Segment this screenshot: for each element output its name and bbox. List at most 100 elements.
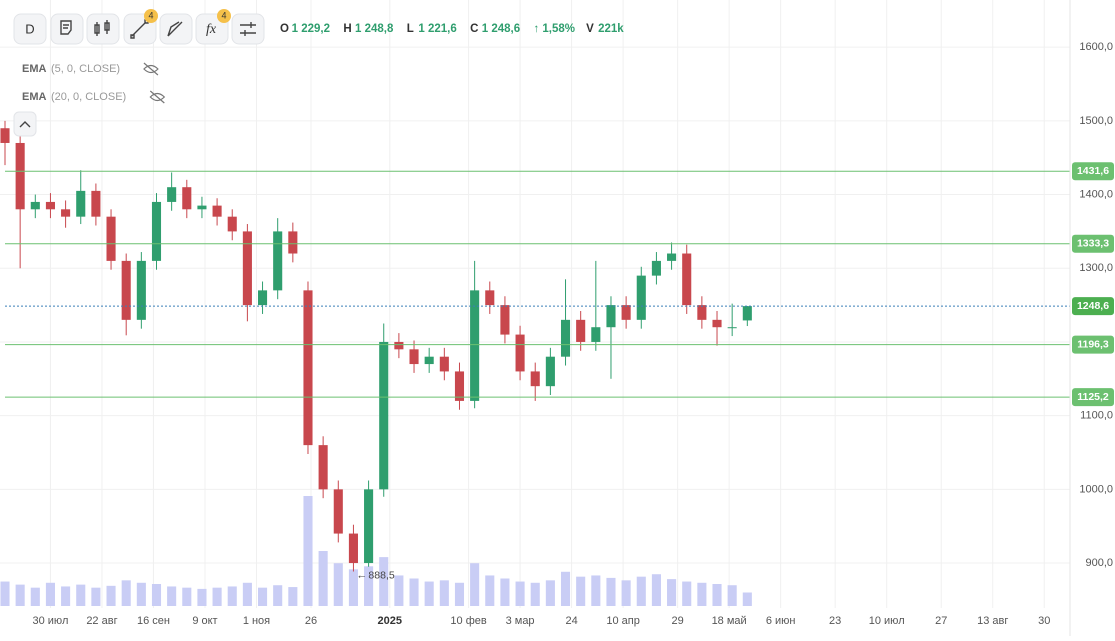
x-tick-label: 10 апр	[606, 615, 639, 627]
volume-bar	[364, 566, 374, 606]
x-tick-label: 29	[672, 615, 684, 627]
x-tick-label: 16 сен	[137, 615, 170, 627]
indicator-name: EMA	[22, 63, 47, 75]
volume-bar	[424, 581, 434, 606]
volume-key: V	[586, 23, 594, 35]
x-tick-label: 10 июл	[869, 615, 905, 627]
x-tick-label: 18 май	[712, 615, 747, 627]
x-tick-label: 13 авг	[977, 615, 1008, 627]
badge-text: 4	[148, 10, 153, 20]
candle-body	[515, 334, 525, 372]
candle-body	[91, 190, 101, 217]
volume-value: 221k	[598, 23, 624, 35]
y-tick-label: 1300,0	[1079, 262, 1113, 274]
badge	[144, 9, 158, 23]
y-tick-label: 1400,0	[1079, 188, 1113, 200]
candle-body	[61, 209, 71, 217]
candle-body	[667, 253, 677, 261]
volume-bar	[606, 577, 616, 606]
candle-body	[651, 260, 661, 276]
change: ↑ 1,58%	[533, 23, 575, 35]
volume-bar	[560, 571, 571, 606]
interval: D	[25, 21, 34, 36]
candle-body	[409, 349, 419, 365]
volume-bar	[394, 575, 404, 606]
interval-button[interactable]	[13, 13, 47, 45]
hide-icon[interactable]	[149, 90, 166, 104]
low-label: 888,5	[368, 569, 394, 581]
shapes-button[interactable]	[159, 13, 193, 45]
ohlc-key: L	[407, 23, 414, 35]
volume-bar	[30, 587, 40, 606]
volume-bar	[151, 584, 162, 606]
level-badge	[1072, 335, 1114, 354]
candles-button[interactable]	[86, 13, 120, 45]
x-tick-label: 10 фев	[450, 615, 486, 627]
candle-body	[257, 290, 268, 306]
volume-bar	[727, 585, 737, 606]
candle-body	[500, 305, 510, 335]
candle-body	[121, 260, 131, 320]
x-tick-label: 9 окт	[192, 615, 217, 627]
indicator-params: (5, 0, CLOSE)	[51, 63, 120, 75]
collapse-button[interactable]	[13, 111, 37, 137]
shapes-icon	[167, 21, 183, 37]
volume-bar	[636, 576, 646, 606]
collapse-icon	[19, 121, 31, 128]
candle-body	[136, 260, 146, 320]
y-tick-label: 1100,0	[1080, 410, 1113, 422]
x-tick-label: 3 мар	[506, 615, 535, 627]
indicator-name: EMA	[22, 91, 47, 103]
toolbar: D 4 fx 4	[13, 9, 265, 137]
volume-bar	[651, 574, 661, 606]
hide-icon[interactable]	[143, 62, 159, 76]
ohlc-value: 1 229,2	[292, 23, 330, 35]
candle-body	[545, 356, 555, 387]
volume-bar	[136, 582, 146, 606]
x-tick-label: 30	[1038, 615, 1050, 627]
candle-body	[348, 533, 358, 564]
candle-body	[606, 305, 616, 328]
settings-button[interactable]	[231, 13, 265, 45]
candle-body	[273, 231, 283, 291]
ohlc-key: C	[470, 23, 478, 35]
x-tick-label: 23	[829, 615, 841, 627]
candle-body	[333, 489, 343, 534]
volume-bar	[167, 586, 177, 606]
level-badge	[1072, 388, 1114, 407]
level-badge	[1072, 234, 1114, 253]
candle-body	[303, 290, 313, 446]
notes-icon	[60, 20, 72, 35]
volume-bar	[197, 588, 207, 606]
notes-button[interactable]	[50, 13, 84, 45]
x-tick-label: 24	[565, 615, 577, 627]
last-price-label: 1248,6	[1077, 300, 1109, 312]
settings-icon	[240, 22, 256, 36]
volume-bar	[470, 563, 480, 606]
candle-body	[591, 327, 601, 342]
volume-bar	[182, 587, 192, 606]
candle-body	[485, 290, 495, 306]
candle-body	[0, 128, 10, 143]
volume-bar	[121, 580, 131, 606]
candle-body	[242, 231, 252, 306]
volume-bar	[742, 592, 752, 606]
ohlc-value: 1 221,6	[418, 23, 456, 35]
candle-body	[288, 231, 298, 254]
x-tick-label: 27	[935, 615, 947, 627]
volume-bar	[45, 582, 55, 606]
volume-bar	[303, 496, 313, 606]
level-label: 1125,2	[1077, 391, 1109, 403]
candle-body	[727, 327, 737, 329]
y-tick-label: 1500,0	[1079, 115, 1113, 127]
volume-bar	[333, 563, 343, 606]
volume-bar	[500, 578, 510, 606]
candle-body	[212, 205, 222, 217]
level-label: 1431,6	[1077, 165, 1109, 177]
volume-bar	[318, 551, 328, 606]
x-tick-label: 6 июн	[766, 615, 796, 627]
volume-bar	[227, 586, 237, 606]
badge-text: 4	[221, 10, 226, 20]
indicator-params: (20, 0, CLOSE)	[51, 91, 126, 103]
